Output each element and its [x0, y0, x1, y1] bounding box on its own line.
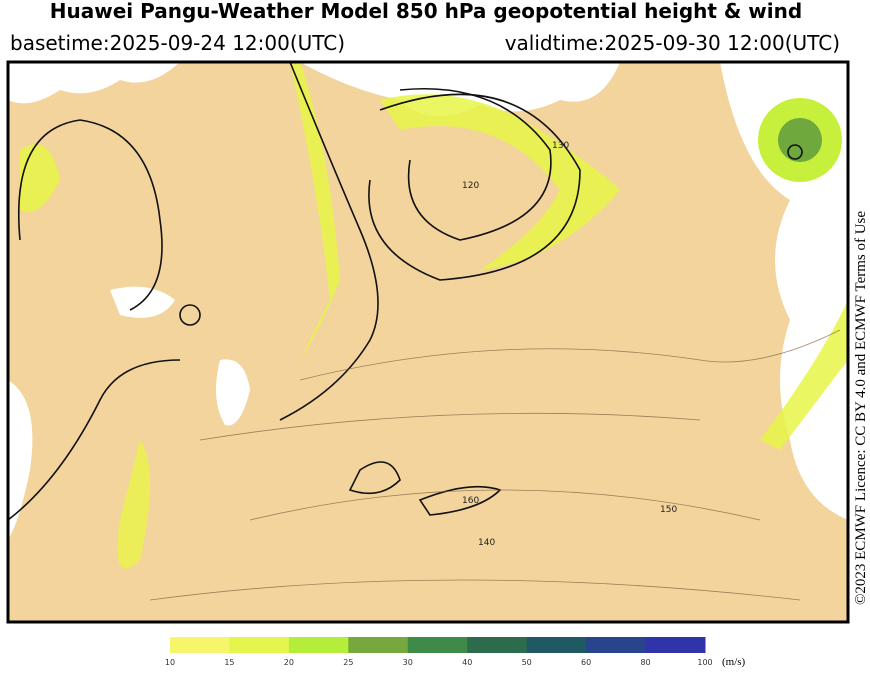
colorbar-tick-label: 25	[343, 658, 353, 667]
contour-label: 140	[478, 538, 495, 548]
colorbar-tick-label: 20	[284, 658, 294, 667]
validtime: validtime:2025-09-30 12:00(UTC)	[505, 31, 840, 55]
wind-area	[760, 300, 848, 450]
colorbar-segment	[526, 637, 587, 653]
colorbar-tick-label: 60	[581, 658, 591, 667]
colorbar-tick-label: 30	[403, 658, 413, 667]
wind-area	[380, 94, 620, 271]
colorbar-segment	[229, 637, 290, 653]
wind-area	[778, 118, 822, 162]
contours	[7, 61, 803, 521]
title: Huawei Pangu-Weather Model 850 hPa geopo…	[50, 0, 802, 23]
wind-area	[20, 144, 60, 212]
license: ©2023 ECMWF Licence: CC BY 4.0 and ECMWF…	[853, 211, 869, 605]
contour-label: 130	[552, 141, 569, 151]
colorbar-segment	[407, 637, 468, 653]
map: 120 130 160 140 150	[6, 60, 850, 624]
colorbar-tick-label: 10	[165, 658, 175, 667]
sea	[216, 359, 250, 426]
sea	[8, 62, 180, 104]
colorbar-tick-label: 40	[462, 658, 472, 667]
colorbar-segment	[586, 637, 647, 653]
colorbar-segment	[288, 637, 349, 653]
sea	[8, 380, 33, 540]
thin-contours	[149, 329, 841, 601]
map-frame	[6, 60, 850, 624]
colorbar-segment	[467, 637, 528, 653]
colorbar-segment	[348, 637, 409, 653]
colorbar-tick-label: 15	[224, 658, 234, 667]
sea	[300, 62, 620, 117]
contour-label: 160	[462, 496, 479, 506]
colorbar-unit: (m/s)	[722, 656, 746, 668]
wind-area	[117, 440, 150, 569]
colorbar-segment	[170, 637, 230, 653]
colorbar-segment	[645, 637, 706, 653]
colorbar-tick-label: 80	[640, 658, 650, 667]
contour-label: 120	[462, 181, 479, 191]
colorbar-tick-label: 100	[697, 658, 712, 667]
colorbar-tick-label: 50	[522, 658, 532, 667]
land	[8, 62, 848, 622]
colorbar: 10 15 20 25 30 40 50 60 80 100	[165, 637, 713, 667]
contour-label: 150	[660, 505, 677, 515]
basetime: basetime:2025-09-24 12:00(UTC)	[10, 31, 345, 55]
